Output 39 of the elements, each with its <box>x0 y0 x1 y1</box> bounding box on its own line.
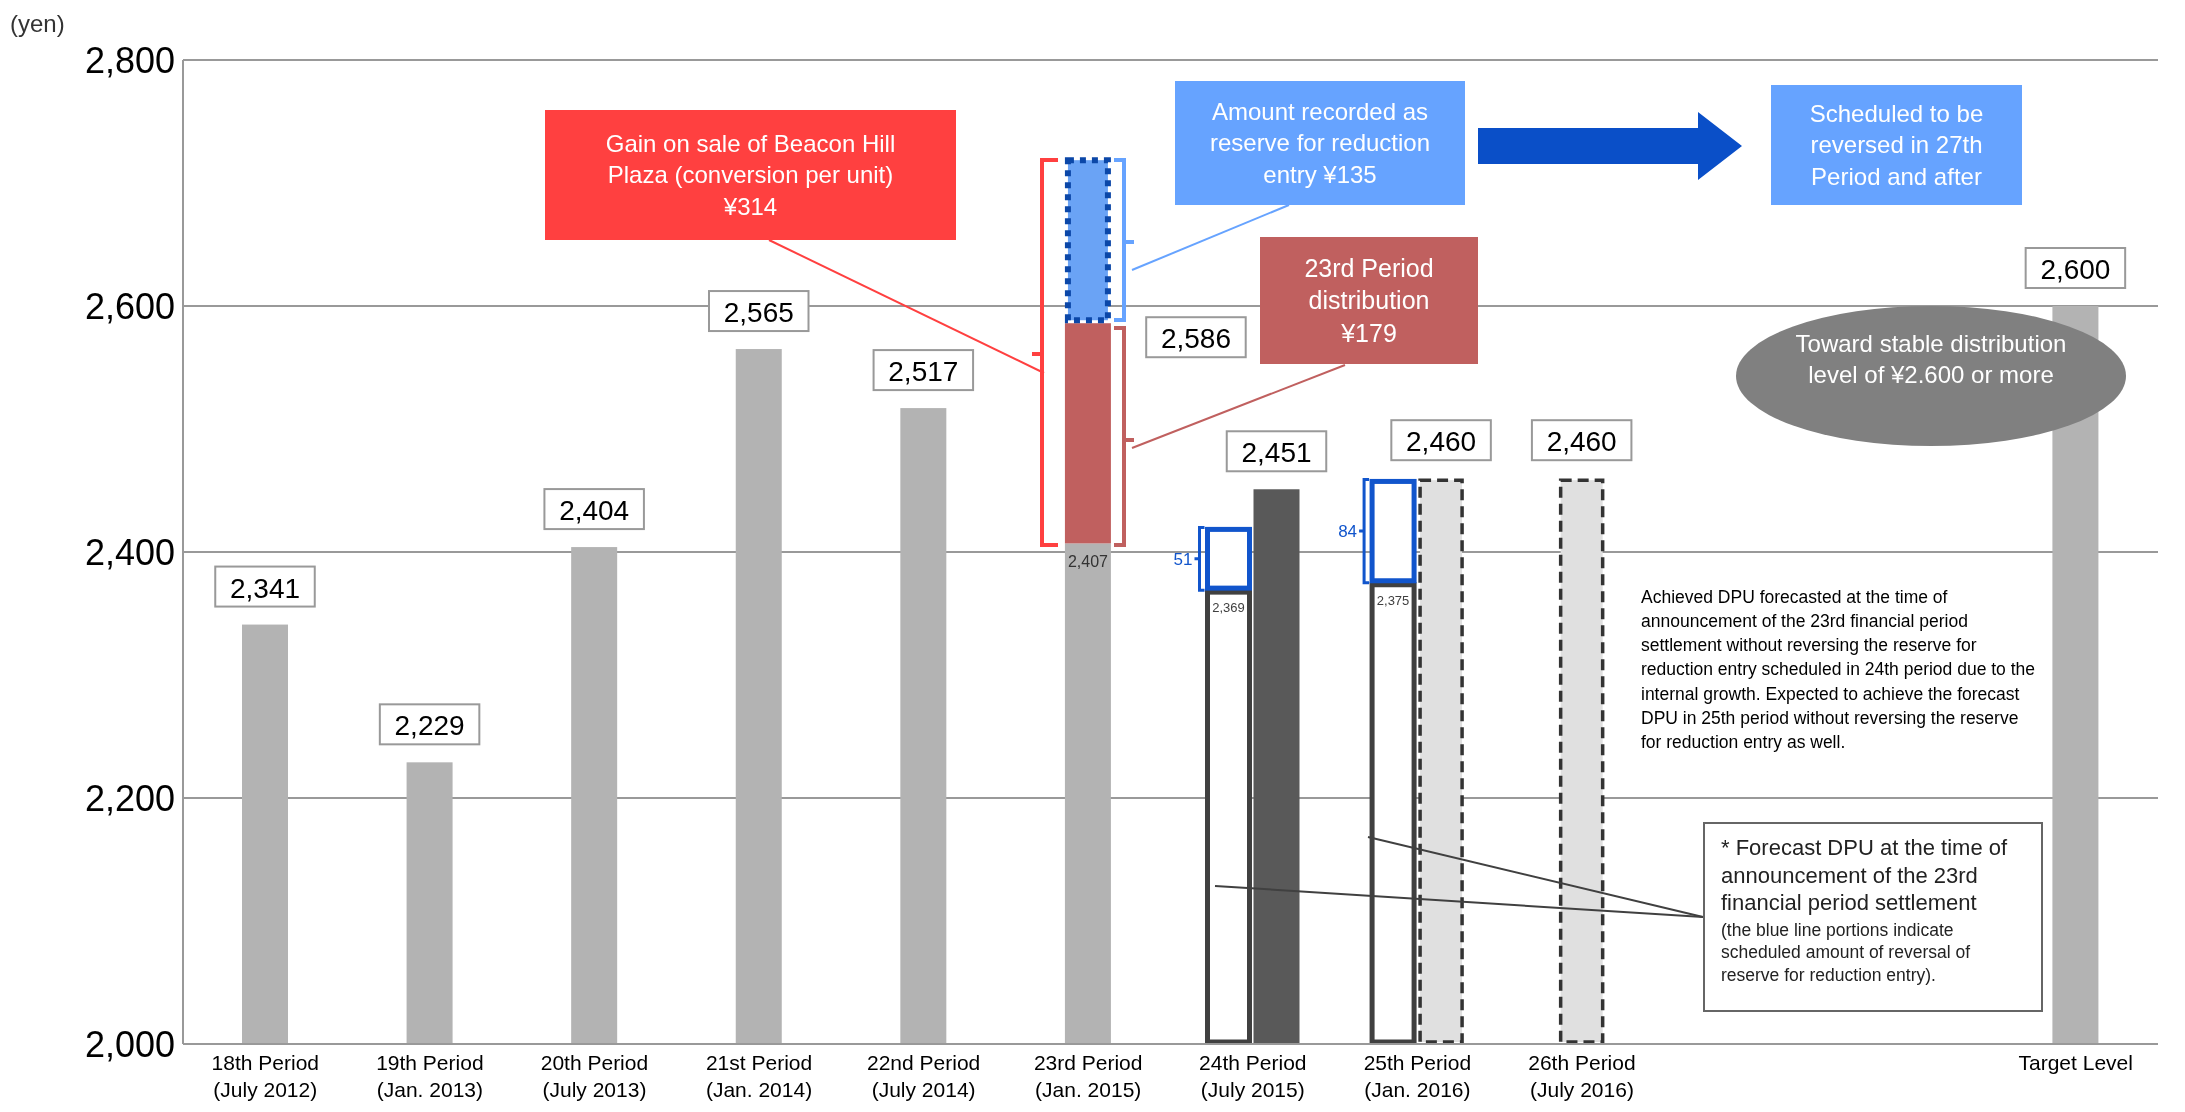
callout-box: Gain on sale of Beacon Hill Plaza (conversion per unit) ¥314 <box>545 110 956 240</box>
y-tick-label: 2,000 <box>84 1023 175 1065</box>
data-label: 2,517 <box>888 356 959 388</box>
x-tick-label: 24th Period (July 2015) <box>1199 1051 1307 1101</box>
callout-box: Scheduled to be reversed in 27th Period and after <box>1771 85 2022 205</box>
y-tick-label: 2,800 <box>84 39 175 81</box>
x-tick-label: 26th Period (July 2016) <box>1528 1051 1636 1101</box>
y-axis-title: (yen) <box>10 10 65 38</box>
x-tick-label: 25th Period (Jan. 2016) <box>1363 1051 1472 1101</box>
x-tick-label: 21st Period (Jan. 2014) <box>705 1051 813 1101</box>
data-label: 2,407 <box>1067 553 1109 571</box>
data-label: 2,375 <box>1376 592 1410 608</box>
data-label: 2,229 <box>394 710 465 742</box>
annotation: Toward stable distribution level of ¥2.600 or more <box>1794 329 2068 391</box>
data-label: 2,451 <box>1241 437 1312 469</box>
y-tick-label: 2,400 <box>84 531 175 573</box>
data-label: 84 <box>1338 522 1358 542</box>
y-tick-label: 2,200 <box>84 777 175 819</box>
data-label: 2,460 <box>1546 426 1617 458</box>
x-tick-label: Target Level <box>2018 1051 2133 1074</box>
x-tick-label: 19th Period (Jan. 2013) <box>376 1051 484 1101</box>
x-tick-label: 22nd Period (July 2014) <box>866 1051 981 1101</box>
data-label: 2,460 <box>1406 426 1477 458</box>
data-label: 2,565 <box>723 297 794 329</box>
y-tick-label: 2,600 <box>84 285 175 327</box>
data-label: 2,600 <box>2040 254 2111 285</box>
data-label: 2,341 <box>229 572 301 604</box>
annotation: (the blue line portions indicate scheduled amount of reversal of reserve for reduction entry). <box>1721 918 1972 987</box>
data-label: 2,404 <box>559 495 630 527</box>
annotation: Achieved DPU forecasted at the time of announcement of the 23rd financial period settlement without reversing the reserve for reduction entry scheduled in 24th period due to the internal growth. Expected to achieve the forecast DPU in 25th period without reversing the reserve for reduction entry as well. <box>1641 586 2037 754</box>
x-tick-label: 18th Period (July 2012) <box>211 1051 319 1101</box>
callout-box: Amount recorded as reserve for reduction entry ¥135 <box>1175 81 1465 205</box>
data-label: 2,369 <box>1212 600 1245 616</box>
callout-box: 23rd Period distribution ¥179 <box>1260 237 1478 364</box>
x-tick-label: 20th Period (July 2013) <box>540 1051 649 1101</box>
annotation: * Forecast DPU at the time of announcement of the 23rd financial period settlement <box>1721 834 2009 917</box>
annotation: 2,586 <box>1160 323 1231 355</box>
x-tick-label: 23rd Period (Jan. 2015) <box>1033 1051 1143 1101</box>
data-label: 51 <box>1173 549 1193 569</box>
